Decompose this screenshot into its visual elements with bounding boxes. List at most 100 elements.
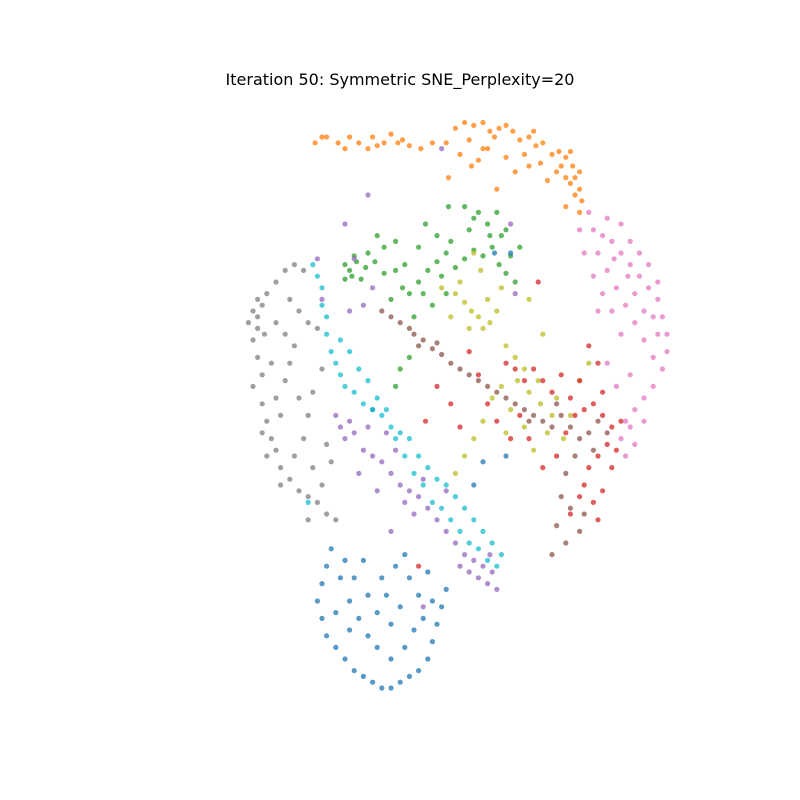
- scatter-point-s9-21: [452, 494, 458, 500]
- scatter-point-s1-26: [485, 221, 491, 227]
- scatter-point-s3-16: [581, 482, 587, 488]
- scatter-point-s9-17: [416, 453, 422, 459]
- scatter-point-s8-35: [360, 302, 366, 308]
- scatter-point-s6-49: [255, 296, 261, 302]
- scatter-point-s7-49: [503, 453, 509, 459]
- scatter-point-s1-39: [443, 291, 449, 297]
- scatter-point-s0-26: [556, 148, 562, 155]
- scatter-point-s4-12: [485, 383, 491, 389]
- scatter-point-s6-17: [296, 488, 302, 494]
- scatter-point-s1-54: [420, 291, 426, 297]
- scatter-point-s4-4: [411, 331, 417, 337]
- scatter-point-s5-39: [627, 372, 633, 378]
- scatter-point-s1-45: [365, 250, 371, 256]
- scatter-point-s3-24: [563, 430, 569, 436]
- scatter-point-s8-27: [365, 424, 371, 430]
- scatter-point-s7-38: [374, 610, 380, 616]
- scatter-point-s3-19: [609, 465, 615, 471]
- scatter-point-s2-20: [531, 447, 537, 453]
- scatter-point-s6-22: [273, 395, 279, 401]
- scatter-point-s1-27: [471, 215, 477, 221]
- scatter-point-s9-33: [393, 436, 399, 442]
- scatter-point-s2-0: [452, 291, 458, 297]
- scatter-point-s7-6: [333, 644, 339, 651]
- scatter-point-s7-23: [356, 615, 362, 622]
- scatter-point-s2-28: [452, 470, 458, 476]
- scatter-point-s3-42: [416, 563, 422, 569]
- scatter-point-s5-24: [641, 337, 647, 343]
- scatter-point-s2-5: [487, 320, 493, 326]
- scatter-point-s6-52: [305, 517, 311, 523]
- scatter-point-s3-21: [595, 360, 601, 366]
- scatter-point-s9-10: [351, 389, 357, 395]
- scatter-point-s1-30: [487, 233, 493, 239]
- scatter-point-s0-57: [466, 137, 472, 143]
- scatter-point-s3-4: [540, 378, 546, 384]
- scatter-point-s0-36: [554, 169, 560, 175]
- scatter-point-s9-37: [429, 499, 435, 505]
- scatter-point-s9-16: [406, 436, 412, 442]
- scatter-point-s5-48: [611, 256, 617, 262]
- scatter-point-s4-2: [397, 320, 403, 326]
- scatter-point-s3-33: [466, 349, 472, 355]
- scatter-point-s1-25: [498, 233, 504, 239]
- scatter-point-s2-7: [466, 325, 472, 331]
- scatter-point-s6-42: [287, 296, 293, 302]
- scatter-point-s1-8: [372, 259, 378, 265]
- scatter-point-s0-11: [429, 140, 435, 146]
- scatter-point-s7-27: [402, 644, 408, 651]
- scatter-point-s1-13: [416, 279, 422, 285]
- scatter-point-s1-29: [475, 209, 481, 215]
- scatter-point-s7-43: [425, 569, 431, 575]
- chart-title: Iteration 50: Symmetric SNE_Perplexity=2…: [225, 70, 575, 89]
- scatter-point-s8-5: [360, 447, 366, 453]
- scatter-point-s5-8: [659, 314, 666, 320]
- scatter-point-s7-26: [388, 656, 394, 662]
- scatter-point-s0-6: [381, 140, 387, 146]
- scatter-point-s3-27: [526, 436, 532, 442]
- scatter-point-s8-12: [425, 505, 431, 511]
- scatter-point-s9-29: [356, 366, 362, 372]
- scatter-point-s4-11: [475, 378, 481, 384]
- scatter-point-s6-24: [287, 360, 293, 366]
- scatter-point-s9-35: [411, 470, 417, 476]
- scatter-point-s2-6: [494, 308, 500, 314]
- scatter-point-s1-33: [393, 238, 399, 244]
- scatter-point-s0-61: [491, 134, 498, 140]
- scatter-point-s5-13: [641, 395, 647, 401]
- scatter-point-s0-21: [517, 137, 523, 143]
- scatter-point-s9-43: [347, 349, 353, 355]
- scatter-point-s2-8: [448, 314, 454, 320]
- scatter-point-s6-4: [255, 325, 261, 331]
- scatter-point-s1-38: [429, 302, 435, 308]
- scatter-point-s9-32: [383, 407, 389, 413]
- scatter-point-s0-0: [312, 140, 318, 146]
- scatter-point-s7-28: [411, 627, 417, 633]
- scatter-point-s0-2: [335, 140, 341, 146]
- scatter-point-s2-17: [549, 412, 555, 418]
- scatter-point-s5-40: [586, 209, 592, 215]
- scatter-point-s5-49: [627, 424, 633, 430]
- scatter-point-s9-30: [365, 378, 371, 384]
- scatter-point-s3-11: [600, 412, 606, 418]
- scatter-point-s9-5: [324, 331, 330, 337]
- scatter-point-s6-16: [287, 476, 293, 482]
- scatter-point-s3-13: [604, 441, 610, 447]
- scatter-point-s0-23: [533, 143, 539, 149]
- scatter-point-s4-29: [567, 505, 574, 511]
- scatter-point-s4-8: [448, 360, 454, 366]
- scatter-point-s2-25: [480, 418, 486, 424]
- scatter-point-s6-20: [324, 511, 330, 517]
- scatter-point-s1-52: [466, 227, 472, 233]
- scatter-point-s7-29: [420, 615, 426, 622]
- scatter-point-s7-34: [365, 592, 371, 598]
- scatter-point-s1-16: [443, 250, 449, 256]
- scatter-point-s8-20: [494, 586, 500, 593]
- scatter-point-s9-36: [420, 482, 426, 488]
- scatter-point-s9-3: [319, 302, 325, 308]
- scatter-point-s9-11: [360, 401, 366, 407]
- scatter-point-s1-6: [342, 276, 348, 282]
- scatter-point-s5-22: [623, 302, 629, 308]
- scatter-point-s8-18: [480, 563, 486, 569]
- scatter-point-s9-41: [466, 540, 472, 546]
